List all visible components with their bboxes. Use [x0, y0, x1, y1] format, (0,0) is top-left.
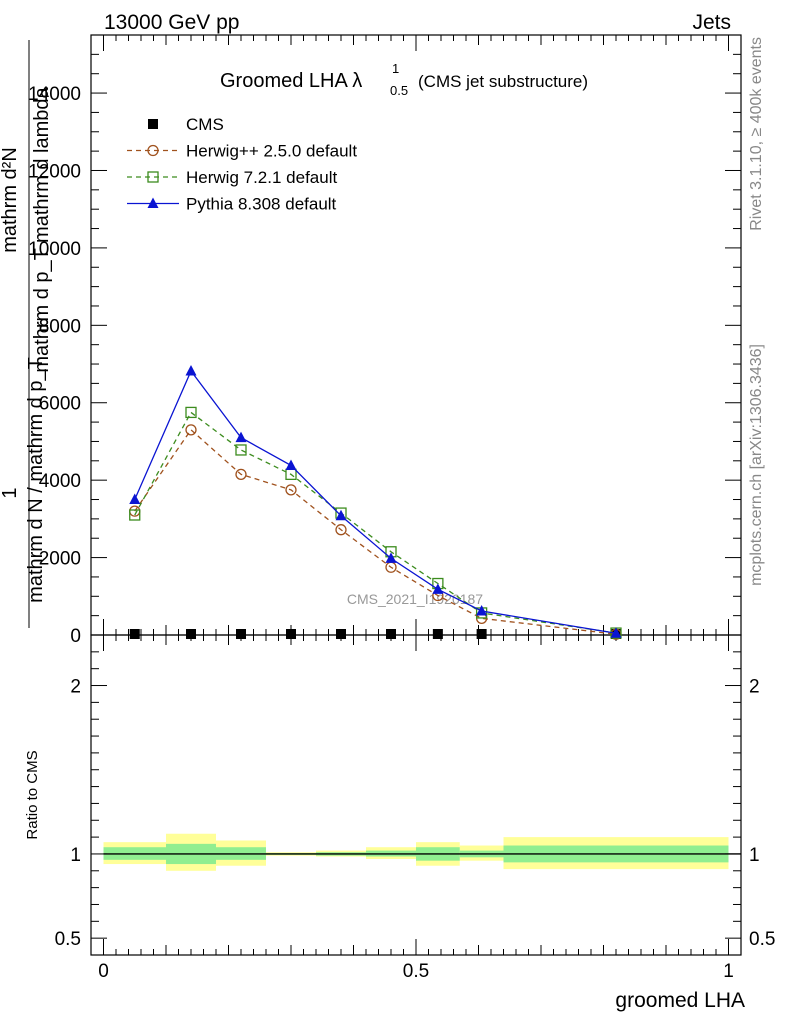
- ylabel-numerator: mathrm d²N: [0, 147, 21, 253]
- y-tick-label: 14000: [28, 84, 81, 105]
- data-point: [286, 629, 296, 639]
- legend-marker: [147, 197, 159, 208]
- data-point: [432, 629, 443, 639]
- ylabel-denominator: mathrm d p_T mathrm d lambda: [31, 86, 53, 372]
- data-point: [129, 509, 141, 521]
- ratio-tick-label: 0.5: [55, 929, 81, 950]
- mcplots-label: mcplots.cern.ch [arXiv:1306.3436]: [748, 344, 765, 586]
- data-point: [476, 605, 488, 616]
- watermark-label: CMS_2021_I1920187: [347, 591, 483, 607]
- data-point: [432, 583, 444, 594]
- legend-marker: [148, 119, 158, 129]
- data-point: [236, 629, 246, 639]
- data-series: [129, 365, 622, 640]
- data-point: [285, 459, 297, 470]
- data-point: [235, 444, 247, 456]
- x-tick-label: 1: [723, 961, 734, 982]
- title-main: Groomed LHA λ: [220, 70, 362, 92]
- ratio-plot-frame: [90, 634, 742, 956]
- y-tick-label: 12000: [28, 161, 81, 182]
- ylabel-factor-denominator: mathrm d N / mathrm d p_T: [25, 357, 47, 603]
- data-point: [235, 431, 247, 443]
- x-tick-label: 0: [98, 961, 109, 982]
- ylabel-factor-numerator: 1: [0, 487, 21, 498]
- series-3: [129, 365, 622, 638]
- legend-marker: [147, 171, 159, 183]
- data-point: [185, 406, 197, 419]
- data-point: [335, 509, 347, 521]
- legend-label: Herwig 7.2.1 default: [186, 168, 337, 187]
- data-point: [129, 629, 140, 639]
- legend-label: Pythia 8.308 default: [186, 195, 337, 214]
- y-tick-label: 4000: [39, 471, 81, 492]
- data-point: [476, 629, 487, 639]
- ratio-tick-label-right: 2: [749, 677, 760, 698]
- ratio-y-axis-label: Ratio to CMS: [24, 750, 41, 839]
- data-point: [185, 424, 197, 436]
- y-tick-label: 2000: [39, 549, 81, 570]
- legend-marker: [147, 144, 159, 157]
- data-point: [385, 552, 397, 563]
- series-line: [134, 428, 617, 635]
- y-tick-label: 6000: [39, 394, 81, 415]
- ratio-tick-label: 2: [70, 677, 81, 698]
- data-point: [235, 468, 247, 481]
- data-point: [335, 524, 347, 536]
- energy-label: 13000 GeV pp: [104, 11, 239, 34]
- series-1: [129, 424, 622, 640]
- title-subscript: 0.5: [390, 83, 408, 98]
- main-y-axis-label: mathrm d²N mathrm d p_T mathrm d lambda …: [0, 40, 53, 628]
- ratio-bands: [103, 833, 729, 871]
- y-tick-label: 0: [70, 626, 81, 647]
- data-point: [610, 627, 622, 638]
- data-point: [185, 365, 197, 376]
- y-tick-label: 8000: [39, 316, 81, 337]
- data-point: [285, 484, 297, 496]
- legend: CMS Herwig++ 2.5.0 default Herwig 7.2.1 de…: [127, 115, 357, 214]
- title-superscript: 1: [392, 61, 399, 76]
- process-label: Jets: [692, 11, 731, 34]
- data-point: [129, 493, 141, 505]
- data-point: [386, 629, 396, 639]
- x-axis-label: groomed LHA: [615, 989, 745, 1012]
- ratio-tick-label-right: 0.5: [749, 929, 775, 950]
- data-point: [186, 629, 196, 639]
- legend-label: CMS: [186, 115, 224, 134]
- data-point: [336, 629, 346, 639]
- title-note: (CMS jet substructure): [418, 72, 588, 91]
- axes-ticks: 0 2000 4000 6000 8000 10000 12000 14000 0.5 0.5 1 1…: [28, 34, 775, 982]
- ratio-tick-label-right: 1: [749, 845, 760, 866]
- ratio-tick-label: 1: [70, 845, 81, 866]
- plot-title: Groomed LHA λ 1 0.5 (CMS jet substructur…: [220, 61, 588, 98]
- rivet-label: Rivet 3.1.10, ≥ 400k events: [748, 37, 765, 231]
- legend-label: Herwig++ 2.5.0 default: [186, 142, 357, 161]
- y-tick-label: 10000: [28, 239, 81, 260]
- x-tick-label: 0.5: [403, 961, 429, 982]
